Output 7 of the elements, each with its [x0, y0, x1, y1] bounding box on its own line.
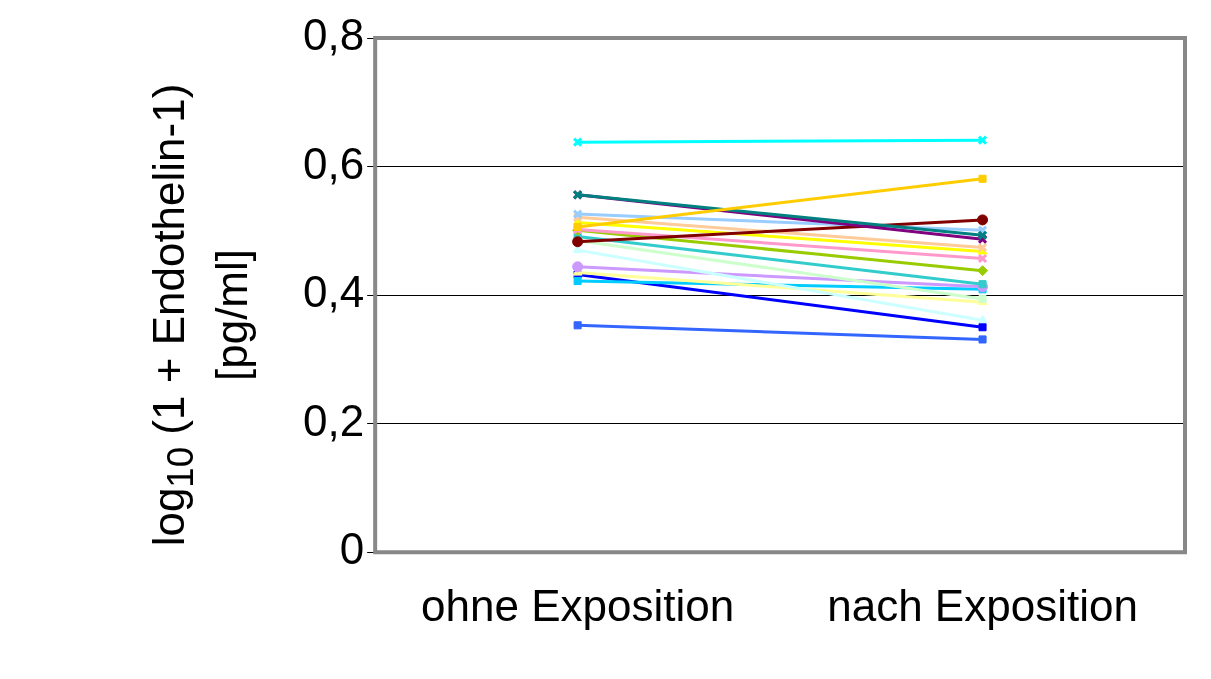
x-tick-label: nach Exposition: [827, 580, 1138, 630]
y-tick-label: 0: [339, 524, 365, 574]
x-tick-label: ohne Exposition: [421, 580, 735, 630]
y-tick-label: 0,6: [302, 138, 365, 188]
y-tick-label: 0,8: [302, 10, 365, 60]
y-tick-label: 0,4: [302, 267, 365, 317]
y-tick-label: 0,2: [302, 395, 365, 445]
